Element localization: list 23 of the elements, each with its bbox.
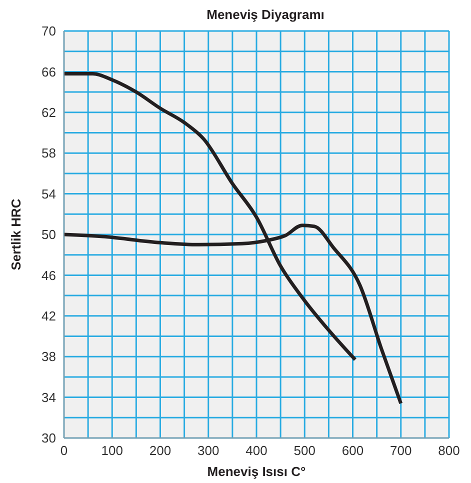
y-tick-label: 46 bbox=[42, 268, 56, 283]
y-tick-label: 54 bbox=[42, 186, 56, 202]
y-axis-title: Sertlik HRC bbox=[8, 198, 24, 270]
x-tick-label: 600 bbox=[342, 443, 364, 458]
x-tick-label: 200 bbox=[149, 443, 172, 458]
x-tick-label: 800 bbox=[438, 443, 460, 458]
x-tick-label: 100 bbox=[101, 443, 123, 458]
y-tick-label: 50 bbox=[42, 227, 56, 242]
y-tick-label: 70 bbox=[42, 24, 56, 39]
y-tick-label: 62 bbox=[42, 105, 56, 120]
y-tick-label: 42 bbox=[42, 308, 56, 324]
chart-title: Meneviş Diyagramı bbox=[206, 7, 326, 22]
x-axis-title: Meneviş Isısı C° bbox=[207, 464, 306, 479]
y-tick-label: 38 bbox=[42, 349, 56, 364]
x-tick-label: 500 bbox=[294, 443, 316, 458]
x-tick-label: 300 bbox=[198, 443, 220, 458]
y-tick-label: 66 bbox=[42, 64, 56, 80]
x-tick-label: 0 bbox=[60, 443, 68, 458]
y-tick-label: 30 bbox=[42, 430, 56, 446]
y-tick-label: 34 bbox=[42, 390, 56, 405]
x-tick-label: 700 bbox=[390, 443, 412, 458]
x-tick-label: 400 bbox=[246, 443, 268, 458]
y-tick-label: 58 bbox=[42, 146, 56, 161]
